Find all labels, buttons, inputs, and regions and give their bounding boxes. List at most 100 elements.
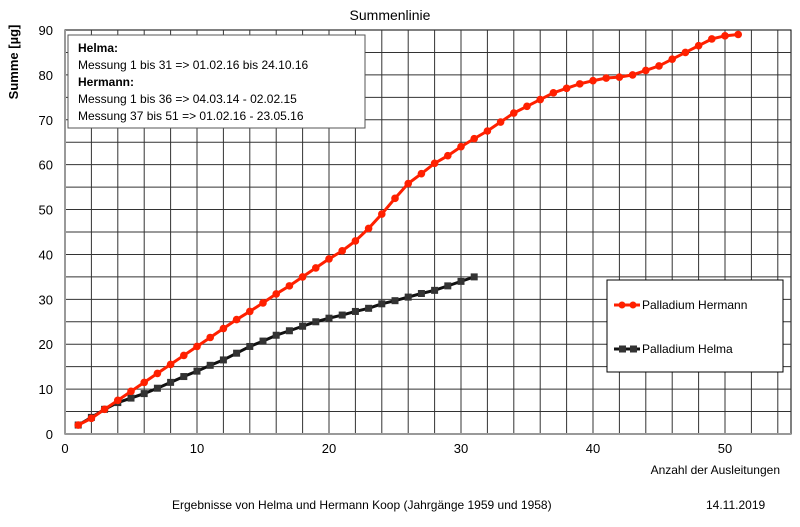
series-layer: [74, 30, 742, 429]
data-point: [167, 378, 175, 386]
data-point: [325, 314, 333, 322]
data-point: [483, 127, 492, 135]
data-point: [589, 76, 597, 85]
x-tick-label: 40: [586, 441, 600, 456]
data-point: [285, 327, 293, 335]
data-point: [246, 307, 254, 316]
y-tick-label: 20: [39, 337, 53, 352]
annotation-line: Messung 1 bis 36 => 04.03.14 - 02.02.15: [78, 92, 297, 106]
data-point: [140, 378, 148, 387]
data-point: [193, 342, 201, 351]
data-point: [114, 396, 122, 405]
data-point: [708, 35, 716, 43]
data-point: [694, 41, 703, 50]
x-tick-label: 0: [61, 441, 68, 456]
chart-title: Summenlinie: [350, 7, 431, 23]
y-axis-label: Summe [µg]: [6, 25, 21, 100]
data-point: [444, 151, 452, 160]
data-point: [615, 73, 624, 81]
data-point: [87, 414, 96, 423]
x-tick-label: 10: [190, 441, 204, 456]
data-point: [312, 318, 320, 326]
data-point: [430, 159, 439, 168]
annotation-line: Helma:: [78, 41, 118, 55]
y-tick-label: 0: [46, 427, 53, 442]
data-point: [576, 80, 584, 88]
data-point: [457, 142, 465, 151]
legend-marker-circle: [618, 301, 626, 309]
data-point: [378, 210, 386, 218]
data-point: [193, 367, 201, 375]
footer-date: 14.11.2019: [706, 498, 765, 512]
x-axis-label: Anzahl der Ausleitungen: [651, 463, 780, 477]
legend-item-helma: Palladium Helma: [614, 342, 733, 356]
data-point: [628, 71, 637, 79]
annotation-line: Messung 1 bis 31 => 01.02.16 bis 24.10.1…: [78, 58, 308, 72]
data-point: [351, 237, 360, 245]
data-point: [259, 299, 267, 307]
legend: Palladium Hermann Palladium Helma: [606, 279, 784, 373]
data-point: [365, 304, 373, 312]
annotation-line: Hermann:: [78, 75, 134, 89]
data-point: [404, 179, 413, 188]
data-point: [338, 247, 347, 255]
data-point: [444, 282, 452, 290]
data-point: [180, 351, 188, 360]
tick-labels: 0 10 20 30 40 50 0 10 20 30 40 50 60 70 80 90: [39, 23, 733, 456]
y-tick-label: 10: [39, 382, 53, 397]
y-tick-label: 90: [39, 23, 53, 38]
data-point: [338, 311, 346, 319]
x-tick-label: 20: [322, 441, 336, 456]
x-tick-label: 30: [454, 441, 468, 456]
data-point: [431, 286, 439, 294]
annotation-line: Messung 37 bis 51 => 01.02.16 - 23.05.16: [78, 109, 304, 123]
data-point: [127, 387, 135, 396]
data-point: [127, 394, 135, 402]
data-point: [470, 134, 479, 143]
data-point: [536, 95, 544, 104]
data-point: [364, 224, 373, 233]
y-tick-label: 60: [39, 158, 53, 173]
data-point: [219, 356, 227, 364]
data-point: [510, 109, 518, 117]
data-point: [206, 361, 214, 369]
y-tick-label: 40: [39, 247, 53, 262]
data-point: [470, 273, 478, 281]
y-tick-label: 80: [39, 68, 53, 83]
data-point: [233, 349, 241, 357]
data-point: [391, 194, 399, 203]
data-point: [642, 66, 650, 75]
data-point: [219, 324, 228, 333]
data-point: [272, 290, 281, 298]
y-tick-label: 50: [39, 203, 53, 218]
data-point: [285, 282, 294, 290]
data-point: [206, 333, 214, 342]
x-tick-label: 50: [718, 441, 732, 456]
annotation-box: Helma: Messung 1 bis 31 => 01.02.16 bis 2…: [67, 34, 366, 129]
data-point: [668, 55, 676, 63]
data-point: [180, 373, 188, 381]
data-point: [153, 384, 161, 392]
data-point: [232, 315, 241, 324]
data-point: [417, 169, 426, 178]
data-point: [140, 390, 148, 398]
data-point: [272, 331, 280, 339]
data-point: [496, 118, 505, 126]
legend-item-hermann: Palladium Hermann: [614, 298, 747, 312]
data-point: [391, 297, 399, 305]
data-point: [562, 84, 571, 93]
data-point: [312, 264, 320, 272]
data-point: [655, 62, 663, 70]
data-point: [259, 337, 267, 345]
data-point: [153, 369, 162, 378]
data-point: [417, 289, 425, 297]
data-point: [378, 300, 386, 308]
data-point: [166, 360, 175, 369]
data-point: [734, 30, 742, 39]
data-point: [325, 255, 333, 263]
y-tick-label: 30: [39, 292, 53, 307]
data-point: [299, 322, 307, 330]
legend-label-helma: Palladium Helma: [642, 342, 733, 356]
data-point: [681, 48, 690, 57]
data-point: [404, 293, 412, 301]
